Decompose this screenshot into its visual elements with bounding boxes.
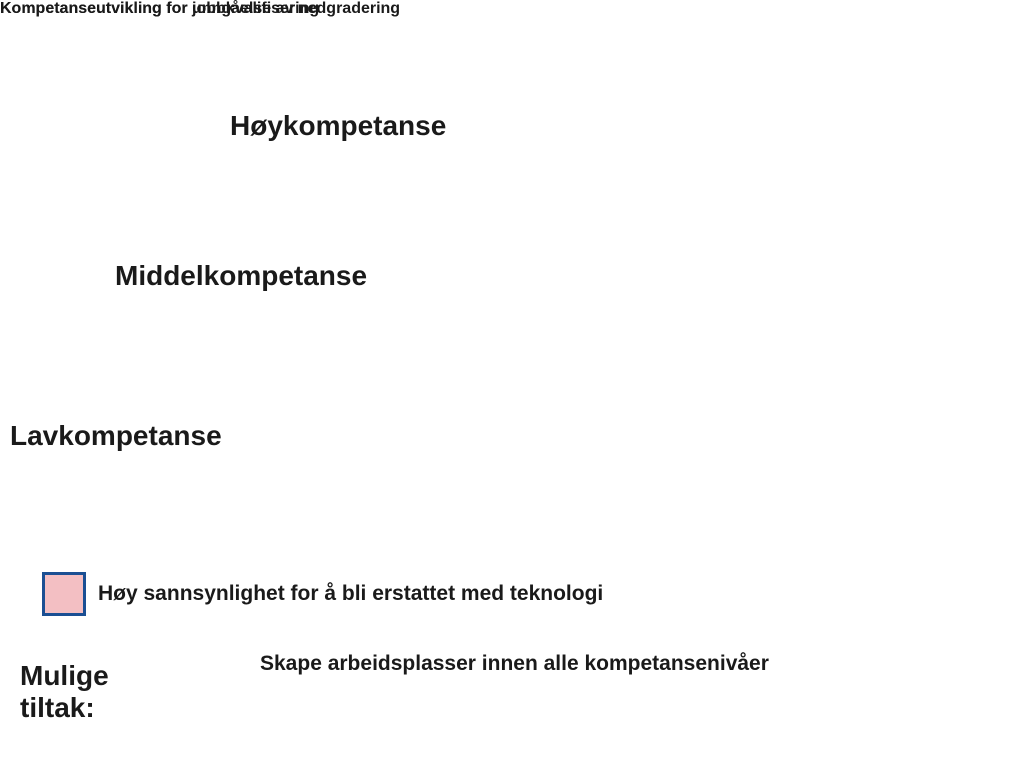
tiltak-item-2-text: Kompetanseutvikling for unngåelse av ned… [0,0,400,18]
tiltak-item-0-text: Skape arbeidsplasser innen alle kompetan… [260,652,769,676]
arrow-icon [0,0,56,24]
legend-pink-text: Høy sannsynlighet for å bli erstattet me… [98,582,603,606]
legend-pink: Høy sannsynlighet for å bli erstattet me… [42,572,603,616]
tiltak-item-2: Kompetanseutvikling for unngåelse av ned… [0,0,400,18]
tier-label-bottom: Lavkompetanse [10,420,222,452]
legend-pink-swatch [42,572,86,616]
tier-label-top: Høykompetanse [230,110,446,142]
diagram-stage: Høykompetanse Middelkompetanse Lavkompet… [0,0,1024,779]
tier-label-middle: Middelkompetanse [115,260,367,292]
tiltak-item-0: Skape arbeidsplasser innen alle kompetan… [260,652,769,676]
tiltak-heading: Muligetiltak: [20,660,109,724]
arrow-icon [260,652,316,676]
